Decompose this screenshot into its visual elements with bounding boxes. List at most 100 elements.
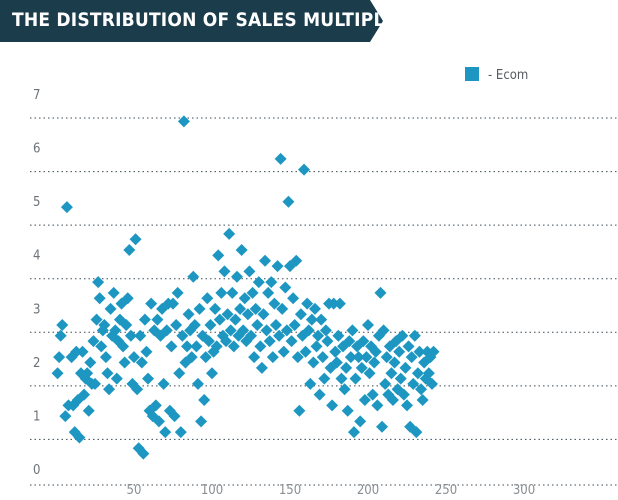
data-point (274, 152, 287, 165)
data-point (294, 308, 307, 321)
y-tick-label-0: 0 (33, 463, 40, 478)
x-axis-ticks: 50 100 150 200 250 300 (127, 483, 536, 498)
data-point (149, 399, 162, 412)
data-point (408, 329, 421, 342)
data-point (358, 394, 371, 406)
data-point (308, 302, 321, 315)
legend-swatch-ecom (465, 67, 479, 81)
data-point (230, 270, 243, 283)
data-point (234, 302, 247, 315)
x-tick-label-100: 100 (201, 483, 223, 498)
data-point (87, 335, 100, 348)
title-banner: THE DISTRIBUTION OF SALES MULTIPLES (0, 0, 409, 42)
data-point (248, 351, 261, 364)
data-point (362, 319, 374, 331)
data-point (269, 319, 282, 331)
title-banner-shape (0, 0, 383, 42)
data-point (313, 388, 326, 401)
data-point (340, 361, 353, 374)
data-point (128, 351, 140, 364)
data-point (416, 394, 429, 406)
data-point (252, 276, 265, 289)
data-point (344, 351, 357, 364)
data-point (427, 345, 440, 358)
data-point (262, 286, 275, 299)
x-tick-label-150: 150 (279, 483, 301, 498)
data-point (363, 367, 376, 380)
data-point (187, 270, 200, 283)
data-point (98, 319, 111, 331)
data-point (227, 340, 240, 353)
data-point (103, 383, 116, 396)
data-point (226, 286, 239, 299)
data-point (299, 345, 312, 358)
data-point (266, 351, 279, 364)
data-point (397, 388, 410, 401)
data-point (321, 335, 334, 348)
data-point (235, 244, 248, 256)
data-point (304, 377, 317, 390)
data-point (371, 399, 384, 412)
data-point (99, 351, 112, 364)
data-point (346, 324, 359, 337)
x-tick-label-300: 300 (513, 483, 535, 498)
data-point (93, 292, 106, 305)
data-point (332, 329, 345, 342)
data-point (221, 308, 234, 321)
data-point (369, 345, 382, 358)
data-point (327, 297, 340, 310)
data-point (354, 415, 367, 428)
data-point (76, 345, 89, 358)
data-point (251, 319, 264, 331)
data-point (326, 399, 339, 412)
data-point (357, 335, 370, 348)
data-point (104, 302, 117, 315)
data-point (288, 319, 301, 331)
data-point (329, 345, 342, 358)
data-point (355, 361, 368, 374)
x-tick-label-50: 50 (127, 483, 142, 498)
data-point (305, 313, 318, 326)
data-point (298, 163, 311, 176)
data-point (140, 345, 153, 358)
data-point (134, 329, 147, 342)
data-point (84, 356, 97, 369)
data-point (195, 415, 208, 428)
data-point (301, 297, 314, 310)
data-point (168, 410, 181, 423)
data-point (276, 302, 289, 315)
data-point (201, 292, 214, 305)
data-point (171, 286, 184, 299)
data-point (82, 404, 95, 417)
data-point (145, 297, 158, 310)
data-point (422, 367, 435, 380)
data-point (73, 431, 86, 444)
data-point (212, 249, 225, 262)
data-point (159, 426, 172, 439)
data-point (101, 367, 114, 380)
data-point (319, 324, 332, 337)
data-point (177, 115, 190, 128)
data-point (135, 356, 148, 369)
data-point (335, 372, 348, 385)
data-point (386, 394, 399, 406)
data-point (374, 286, 387, 299)
data-point (291, 351, 304, 364)
data-point (90, 313, 103, 326)
data-point (92, 276, 105, 289)
data-points (51, 115, 440, 460)
data-point (185, 351, 198, 364)
data-point (425, 377, 438, 390)
data-point (285, 335, 298, 348)
data-point (254, 340, 267, 353)
data-point (405, 351, 418, 364)
data-point (131, 383, 144, 396)
data-point (118, 356, 131, 369)
data-point (138, 313, 151, 326)
data-point (407, 377, 420, 390)
data-point (215, 286, 228, 299)
y-tick-label-7: 7 (33, 88, 40, 103)
data-point (366, 388, 379, 401)
